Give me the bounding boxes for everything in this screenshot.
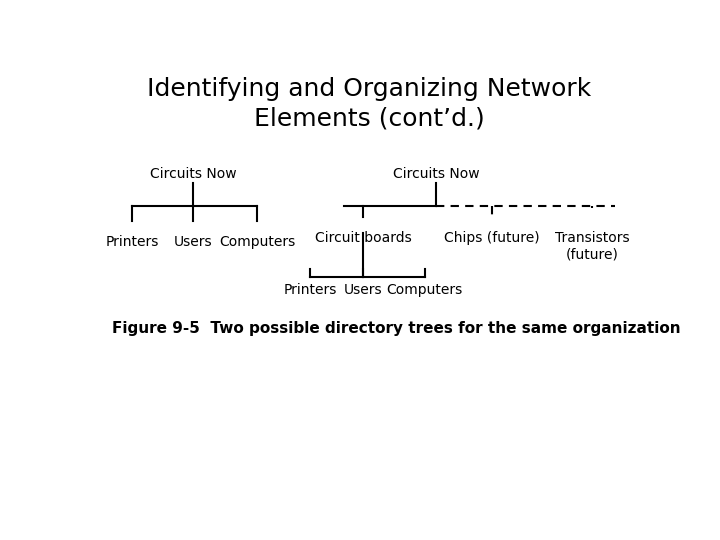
Text: Identifying and Organizing Network
Elements (cont’d.): Identifying and Organizing Network Eleme… xyxy=(147,77,591,131)
Text: Figure 9-5  Two possible directory trees for the same organization: Figure 9-5 Two possible directory trees … xyxy=(112,321,681,335)
Text: Circuit boards: Circuit boards xyxy=(315,231,412,245)
Text: Users: Users xyxy=(174,235,212,249)
Text: Circuits Now: Circuits Now xyxy=(392,167,480,181)
Text: Computers: Computers xyxy=(387,283,463,297)
Text: Chips (future): Chips (future) xyxy=(444,231,539,245)
Text: Printers: Printers xyxy=(105,235,158,249)
Text: Users: Users xyxy=(344,283,383,297)
Text: Computers: Computers xyxy=(220,235,295,249)
Text: Circuits Now: Circuits Now xyxy=(150,167,237,181)
Text: Transistors
(future): Transistors (future) xyxy=(555,231,629,261)
Text: Printers: Printers xyxy=(284,283,337,297)
